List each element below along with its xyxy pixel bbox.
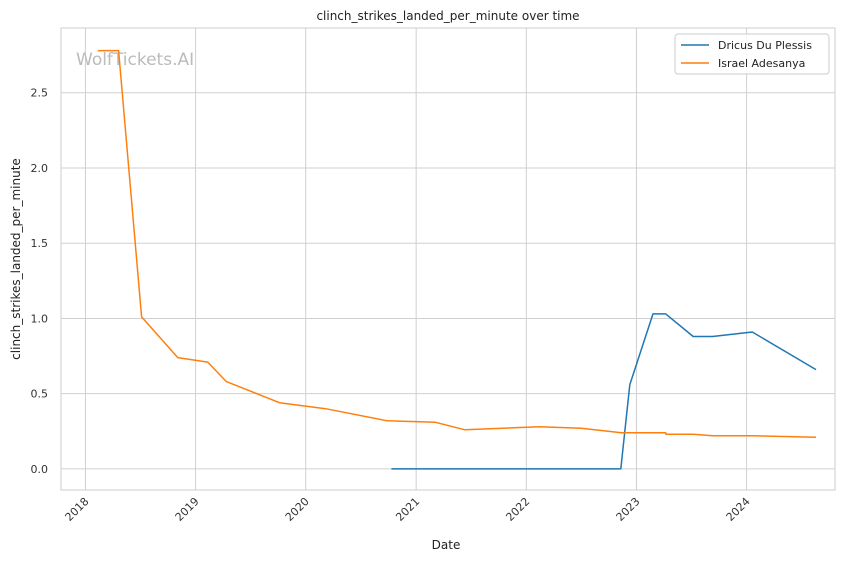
series-line-israel-adesanya <box>97 49 817 439</box>
y-axis-title: clinch_strikes_landed_per_minute <box>9 158 23 360</box>
grid <box>61 28 835 490</box>
x-axis-title: Date <box>432 538 461 552</box>
y-tick-label: 2.5 <box>31 87 49 100</box>
y-tick-label: 0.5 <box>31 388 49 401</box>
series-line-dricus-du-plessis <box>391 313 817 470</box>
legend-box <box>674 33 830 75</box>
legend: Dricus Du Plessis Israel Adesanya <box>674 33 830 75</box>
legend-label: Israel Adesanya <box>718 57 805 70</box>
y-tick-label: 0.0 <box>31 463 49 476</box>
plot-frame <box>60 27 836 491</box>
series-lines <box>97 49 817 470</box>
chart-title: clinch_strikes_landed_per_minute over ti… <box>316 9 579 23</box>
y-axis-ticks: 0.0 0.5 1.0 1.5 2.0 2.5 <box>31 87 49 476</box>
y-tick-label: 1.0 <box>31 312 49 325</box>
y-tick-label: 1.5 <box>31 237 49 250</box>
y-tick-label: 2.0 <box>31 162 49 175</box>
watermark-text: WolfTickets.AI <box>76 50 194 70</box>
legend-label: Dricus Du Plessis <box>718 39 812 52</box>
plot-area <box>61 28 835 490</box>
